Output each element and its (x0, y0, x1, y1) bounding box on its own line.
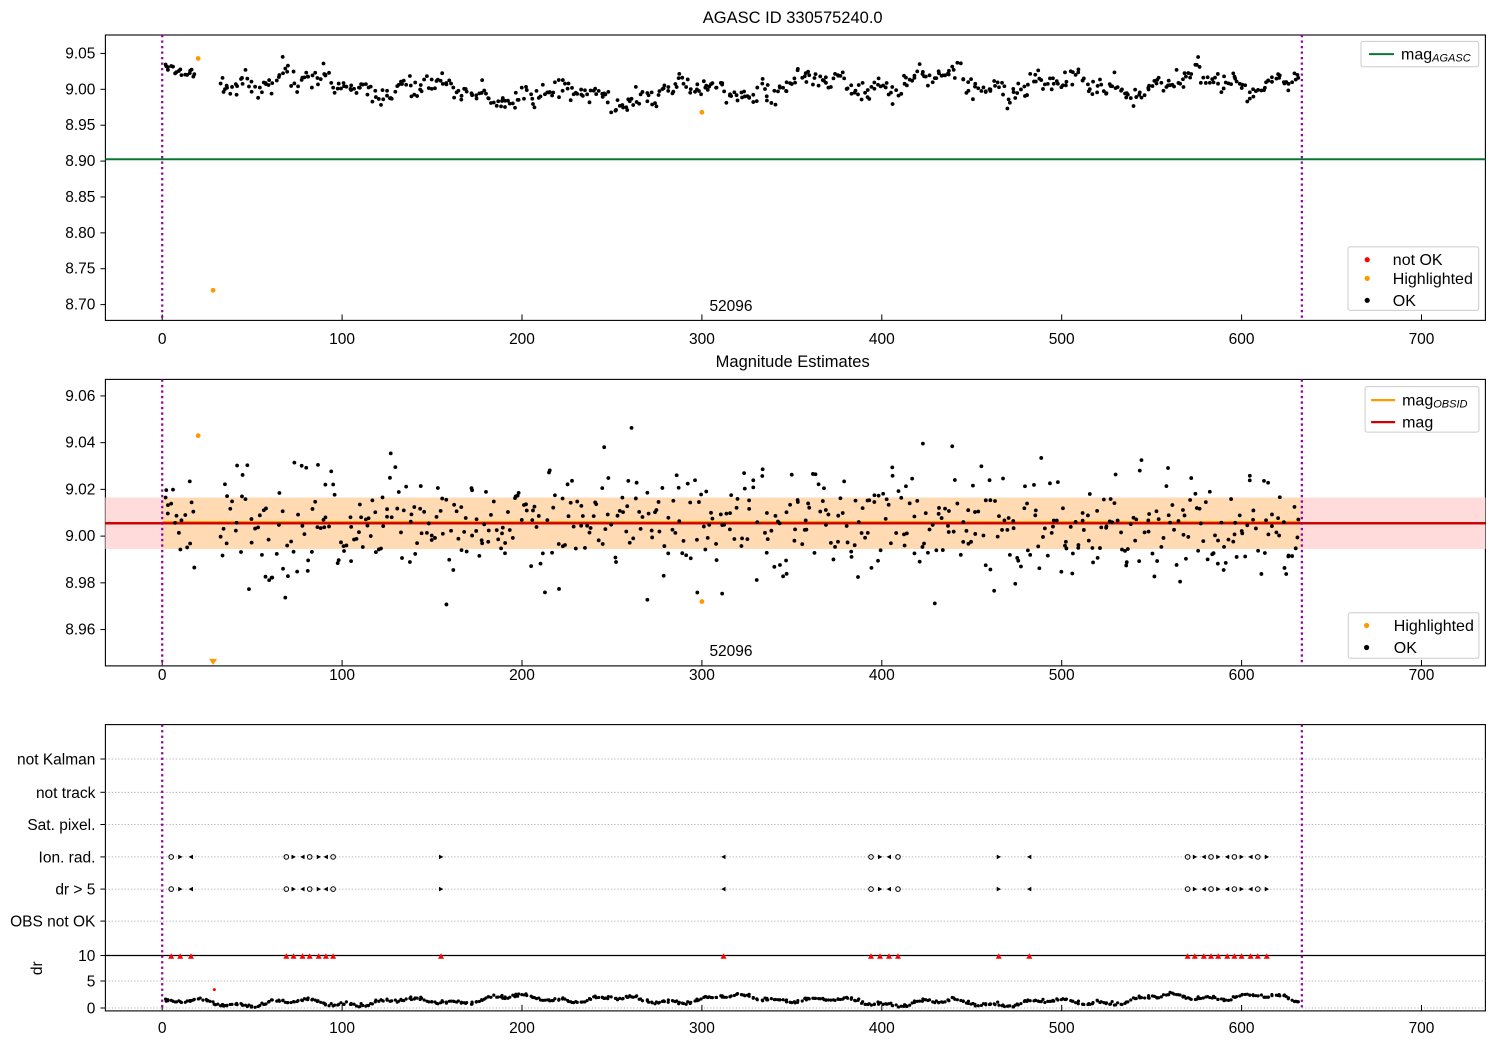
svg-text:600: 600 (1229, 331, 1255, 348)
svg-text:300: 300 (689, 1020, 715, 1037)
svg-text:9.04: 9.04 (65, 435, 96, 452)
svg-text:10: 10 (78, 948, 96, 965)
svg-text:OK: OK (1394, 640, 1417, 657)
svg-text:700: 700 (1409, 331, 1435, 348)
svg-text:OK: OK (1393, 293, 1416, 310)
svg-text:5: 5 (87, 974, 96, 991)
svg-text:Sat. pixel.: Sat. pixel. (27, 817, 95, 834)
svg-text:0: 0 (158, 1020, 167, 1037)
svg-text:not track: not track (36, 785, 96, 802)
svg-text:9.05: 9.05 (65, 45, 95, 62)
svg-text:not OK: not OK (1393, 252, 1443, 269)
svg-text:9.00: 9.00 (65, 81, 96, 98)
svg-text:AGASC ID 330575240.0: AGASC ID 330575240.0 (703, 9, 883, 27)
svg-text:200: 200 (509, 1020, 535, 1037)
svg-text:500: 500 (1049, 1020, 1075, 1037)
svg-text:400: 400 (869, 667, 895, 684)
svg-text:9.02: 9.02 (65, 481, 95, 498)
svg-text:500: 500 (1049, 331, 1075, 348)
svg-text:Ion. rad.: Ion. rad. (39, 849, 96, 866)
svg-text:9.06: 9.06 (65, 388, 95, 405)
svg-text:600: 600 (1229, 667, 1255, 684)
svg-text:0: 0 (87, 1001, 96, 1018)
svg-text:300: 300 (689, 667, 715, 684)
svg-text:8.98: 8.98 (65, 575, 95, 592)
svg-text:Highlighted: Highlighted (1394, 618, 1474, 635)
svg-text:52096: 52096 (709, 643, 752, 660)
svg-text:100: 100 (329, 331, 355, 348)
svg-text:100: 100 (329, 1020, 355, 1037)
svg-text:0: 0 (158, 331, 167, 348)
svg-text:dr: dr (29, 961, 46, 975)
svg-text:400: 400 (869, 331, 895, 348)
svg-text:8.95: 8.95 (65, 117, 95, 134)
svg-text:8.75: 8.75 (65, 261, 95, 278)
svg-text:9.00: 9.00 (65, 528, 96, 545)
svg-text:Magnitude Estimates: Magnitude Estimates (716, 353, 870, 371)
svg-text:600: 600 (1229, 1020, 1255, 1037)
svg-text:300: 300 (689, 331, 715, 348)
svg-text:dr > 5: dr > 5 (55, 882, 95, 899)
svg-text:700: 700 (1409, 1020, 1435, 1037)
svg-text:8.96: 8.96 (65, 622, 95, 639)
svg-text:not Kalman: not Kalman (17, 752, 95, 769)
svg-text:0: 0 (158, 667, 167, 684)
svg-text:100: 100 (329, 667, 355, 684)
svg-text:Highlighted: Highlighted (1393, 271, 1473, 288)
svg-text:52096: 52096 (709, 298, 752, 315)
svg-text:OBS not OK: OBS not OK (10, 914, 96, 931)
svg-text:500: 500 (1049, 667, 1075, 684)
svg-text:200: 200 (509, 667, 535, 684)
svg-text:8.70: 8.70 (65, 297, 96, 314)
svg-text:8.85: 8.85 (65, 189, 95, 206)
svg-text:400: 400 (869, 1020, 895, 1037)
svg-text:8.80: 8.80 (65, 225, 96, 242)
svg-text:8.90: 8.90 (65, 153, 96, 170)
svg-text:700: 700 (1409, 667, 1435, 684)
svg-text:mag: mag (1402, 415, 1433, 432)
svg-text:200: 200 (509, 331, 535, 348)
